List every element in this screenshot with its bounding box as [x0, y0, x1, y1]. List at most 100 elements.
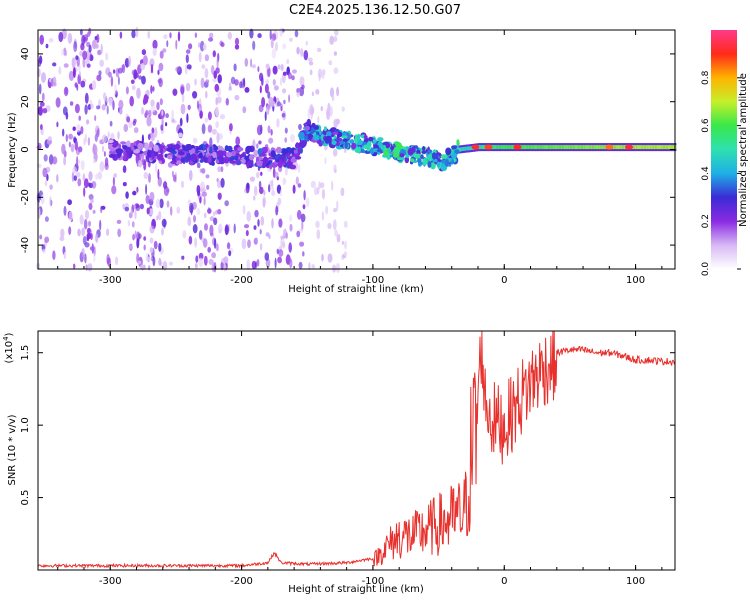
- spectrogram-noise-blob: [322, 69, 326, 76]
- spectrogram-noise-blob: [205, 90, 208, 99]
- spectrogram-noise-blob: [250, 58, 253, 68]
- spectrogram-noise-blob: [296, 209, 302, 220]
- spectrogram-noise-blob: [260, 171, 263, 176]
- signal-blob: [295, 142, 299, 149]
- signal-band-inner: [546, 145, 549, 150]
- spectrogram-noise-blob: [159, 198, 164, 209]
- spectrogram-noise-blob: [39, 34, 44, 45]
- spectrogram-noise-blob: [177, 132, 183, 138]
- spectrogram-noise-blob: [246, 210, 251, 222]
- spectrogram-noise-blob: [43, 154, 48, 162]
- signal-band-inner: [526, 145, 529, 150]
- spectrogram-noise-blob: [88, 202, 93, 210]
- spectrogram-noise-blob: [127, 220, 131, 227]
- signal-blob: [174, 143, 181, 150]
- signal-band-inner: [573, 145, 576, 150]
- spectrogram-noise-blob: [255, 237, 258, 244]
- signal-band-inner: [543, 145, 546, 150]
- spectrogram-noise-blob: [149, 237, 154, 244]
- spectrogram-noise-blob: [188, 235, 193, 245]
- spectrogram-noise-blob: [72, 126, 76, 131]
- spectrogram-noise-blob: [129, 95, 134, 107]
- spectrogram-noise-blob: [280, 237, 283, 249]
- signal-band-inner: [619, 145, 622, 150]
- spectrogram-noise-blob: [62, 128, 65, 137]
- spectrogram-noise-blob: [162, 48, 167, 53]
- spectrogram-noise-blob: [326, 110, 331, 120]
- spectrogram-noise-blob: [259, 243, 263, 251]
- spectrogram-noise-blob: [335, 262, 340, 274]
- spectrogram-noise-blob: [287, 72, 292, 80]
- signal-band-inner: [529, 145, 532, 150]
- signal-blob: [123, 152, 127, 161]
- spectrogram-noise-blob: [333, 219, 337, 231]
- spectrogram-noise-blob: [117, 228, 122, 238]
- spectrogram-noise-blob: [234, 37, 240, 46]
- spectrogram-noise-blob: [62, 106, 68, 116]
- spectrogram-noise-blob: [282, 43, 287, 50]
- signal-band-inner: [579, 145, 582, 150]
- spectrogram-noise-blob: [107, 131, 110, 138]
- spectrogram-noise-blob: [253, 195, 256, 201]
- signal-blob: [109, 150, 117, 155]
- spectrogram-noise-blob: [146, 207, 150, 215]
- spectrogram-noise-blob: [265, 232, 270, 237]
- spectrogram-noise-blob: [44, 180, 48, 187]
- spectrogram-noise-blob: [41, 72, 46, 83]
- signal-band-inner: [562, 145, 565, 150]
- spectrogram-noise-blob: [82, 173, 86, 182]
- signal-blob: [366, 142, 372, 149]
- spectrogram-noise-blob: [74, 103, 80, 114]
- signal-band-inner: [493, 145, 496, 150]
- spectrogram-noise-blob: [61, 143, 66, 155]
- spectrogram-noise-blob: [297, 183, 302, 188]
- spectrogram-noise-blob: [148, 109, 152, 118]
- spectrogram-noise-blob: [246, 259, 250, 271]
- spectrogram-noise-blob: [341, 240, 344, 245]
- spectrogram-noise-blob: [186, 64, 192, 70]
- spectrogram-noise-blob: [324, 157, 327, 165]
- spectrogram-noise-blob: [198, 230, 203, 240]
- spectrogram-noise-blob: [47, 136, 52, 141]
- spectrogram-noise-blob: [213, 217, 218, 226]
- spectrogram-noise-blob: [284, 137, 288, 143]
- signal-blob: [427, 161, 432, 168]
- spectrogram-noise-blob: [277, 197, 282, 206]
- spectrogram-noise-blob: [333, 208, 338, 213]
- spectrogram-noise-blob: [252, 40, 256, 51]
- spectrogram-noise-blob: [259, 228, 262, 235]
- signal-peak: [605, 144, 614, 150]
- spectrogram-noise-blob: [211, 252, 217, 259]
- spectrogram-noise-blob: [82, 57, 86, 68]
- signal-blob: [332, 131, 339, 135]
- spectrogram-noise-blob: [277, 64, 281, 70]
- signal-band-inner: [522, 145, 526, 150]
- spectrogram-noise-blob: [88, 194, 94, 200]
- spectrogram-noise-blob: [157, 168, 160, 180]
- spectrogram-noise-blob: [265, 63, 270, 70]
- spectrogram-noise-blob: [117, 67, 123, 74]
- colorbar-label: Normalized spectral amplitude: [738, 73, 749, 227]
- signal-blob: [357, 133, 361, 141]
- signal-blob: [159, 148, 164, 154]
- signal-blob: [224, 145, 229, 152]
- spectrogram-noise-blob: [84, 210, 90, 220]
- spectrogram-noise-blob: [96, 74, 102, 82]
- spectrogram-noise-blob: [80, 126, 84, 135]
- signal-blob: [149, 141, 154, 148]
- signal-band-inner: [581, 145, 584, 150]
- spectrogram-noise-blob: [73, 41, 78, 53]
- spectrogram-noise-blob: [175, 66, 181, 73]
- spectrogram-noise-blob: [91, 243, 94, 254]
- spectrogram-noise-blob: [269, 29, 272, 40]
- snr-series-line: [37, 330, 676, 569]
- spectrogram-noise-blob: [285, 232, 289, 239]
- signal-band-inner: [556, 145, 559, 150]
- spectrogram-noise-blob: [92, 80, 97, 90]
- signal-blob: [262, 156, 269, 165]
- signal-blob: [342, 135, 348, 139]
- signal-band-inner: [586, 145, 589, 150]
- spectrogram-noise-blob: [80, 80, 86, 88]
- spectrogram-noise-blob: [209, 224, 214, 236]
